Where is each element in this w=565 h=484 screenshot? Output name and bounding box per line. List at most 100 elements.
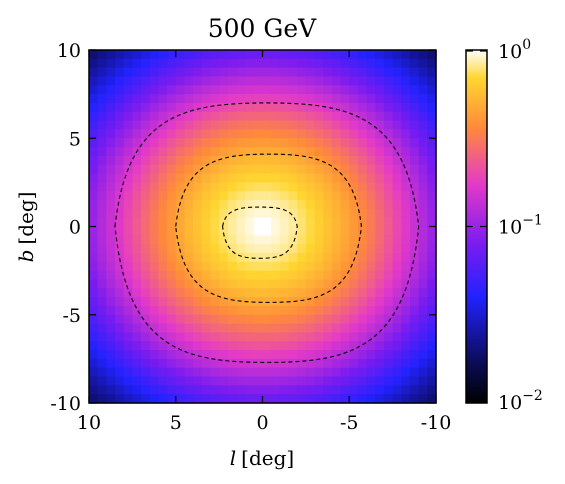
heatmap-cell: [201, 252, 212, 263]
heatmap-cell: [366, 191, 376, 201]
heatmap-cell: [409, 147, 420, 157]
heatmap-cell: [418, 191, 428, 201]
heatmap-cell: [262, 385, 272, 395]
heatmap-cell: [409, 67, 420, 78]
heatmap-cell: [132, 305, 142, 316]
heatmap-cell: [331, 332, 342, 342]
heatmap-cell: [210, 288, 220, 298]
heatmap-cell: [323, 279, 333, 289]
heatmap-cell: [375, 217, 385, 228]
heatmap-cell: [331, 85, 342, 95]
heatmap-cell: [167, 288, 177, 298]
heatmap-cell: [366, 350, 376, 360]
heatmap-cell: [132, 358, 142, 369]
heatmap-cell: [132, 76, 142, 86]
y-axis-label: b[deg]: [14, 192, 38, 263]
heatmap-cell: [245, 85, 255, 95]
heatmap-cell: [383, 155, 394, 166]
heatmap-cell: [383, 297, 394, 307]
heatmap-cell: [227, 147, 238, 157]
heatmap-cell: [106, 270, 116, 281]
heatmap-cell: [331, 323, 342, 333]
heatmap-cell: [349, 376, 359, 386]
heatmap-cell: [97, 58, 107, 69]
heatmap-cell: [331, 67, 342, 78]
heatmap-cell: [175, 138, 186, 148]
heatmap-cell: [201, 182, 212, 192]
heatmap-cell: [245, 394, 255, 404]
heatmap-cell: [271, 270, 281, 281]
heatmap-cell: [219, 85, 229, 95]
heatmap-cell: [193, 279, 203, 289]
heatmap-cell: [201, 394, 212, 404]
heatmap-cell: [279, 208, 290, 219]
heatmap-cell: [158, 270, 168, 281]
heatmap-cell: [167, 261, 177, 272]
heatmap-cell: [383, 367, 394, 378]
heatmap-cell: [357, 270, 368, 281]
heatmap-cell: [314, 297, 324, 307]
heatmap-cell: [167, 173, 177, 183]
heatmap-cell: [357, 297, 368, 307]
heatmap-cell: [262, 94, 272, 104]
heatmap-cell: [89, 261, 99, 272]
heatmap-cell: [106, 173, 116, 183]
heatmap-cell: [375, 50, 385, 60]
heatmap-cell: [271, 208, 281, 219]
heatmap-cell: [184, 67, 194, 78]
heatmap-cell: [201, 191, 212, 201]
heatmap-cell: [167, 76, 177, 86]
heatmap-cell: [383, 323, 394, 333]
heatmap-cell: [383, 226, 394, 236]
heatmap-cell: [279, 350, 290, 360]
heatmap-cell: [392, 217, 402, 228]
heatmap-cell: [245, 279, 255, 289]
heatmap-cell: [97, 67, 107, 78]
heatmap-cell: [409, 50, 420, 60]
heatmap-cell: [227, 297, 238, 307]
heatmap-cell: [383, 341, 394, 351]
heatmap-cell: [158, 85, 168, 95]
heatmap-cell: [175, 314, 186, 325]
heatmap-cell: [409, 305, 420, 316]
heatmap-cell: [349, 314, 359, 325]
y-axis-variable: b: [14, 250, 38, 263]
heatmap-cell: [262, 50, 272, 60]
heatmap-cell: [123, 67, 133, 78]
heatmap-cell: [115, 208, 125, 219]
heatmap-cell: [175, 252, 186, 263]
heatmap-cell: [123, 252, 133, 263]
heatmap-cell: [383, 279, 394, 289]
heatmap-cell: [349, 252, 359, 263]
heatmap-cell: [331, 200, 342, 210]
heatmap-cell: [89, 279, 99, 289]
heatmap-cell: [366, 305, 376, 316]
heatmap-cell: [175, 217, 186, 228]
heatmap-cell: [123, 50, 133, 60]
heatmap-cell: [123, 217, 133, 228]
heatmap-cell: [97, 102, 107, 113]
heatmap-cell: [401, 367, 411, 378]
heatmap-cell: [175, 358, 186, 369]
heatmap-cell: [97, 208, 107, 219]
heatmap-cell: [175, 279, 186, 289]
heatmap-cell: [193, 376, 203, 386]
heatmap-cell: [227, 235, 238, 245]
heatmap-cell: [427, 164, 437, 175]
heatmap-cell: [357, 279, 368, 289]
heatmap-cell: [427, 85, 437, 95]
heatmap-cell: [97, 85, 107, 95]
heatmap-cell: [323, 67, 333, 78]
heatmap-cell: [262, 314, 272, 325]
heatmap-cell: [201, 341, 212, 351]
heatmap-cell: [297, 252, 307, 263]
heatmap-cell: [383, 385, 394, 395]
heatmap-cell: [184, 305, 194, 316]
heatmap-cell: [115, 226, 125, 236]
heatmap-cell: [210, 235, 220, 245]
heatmap-cell: [349, 200, 359, 210]
heatmap-cell: [210, 191, 220, 201]
heatmap-cell: [115, 252, 125, 263]
heatmap-cell: [401, 94, 411, 104]
heatmap-cell: [115, 261, 125, 272]
